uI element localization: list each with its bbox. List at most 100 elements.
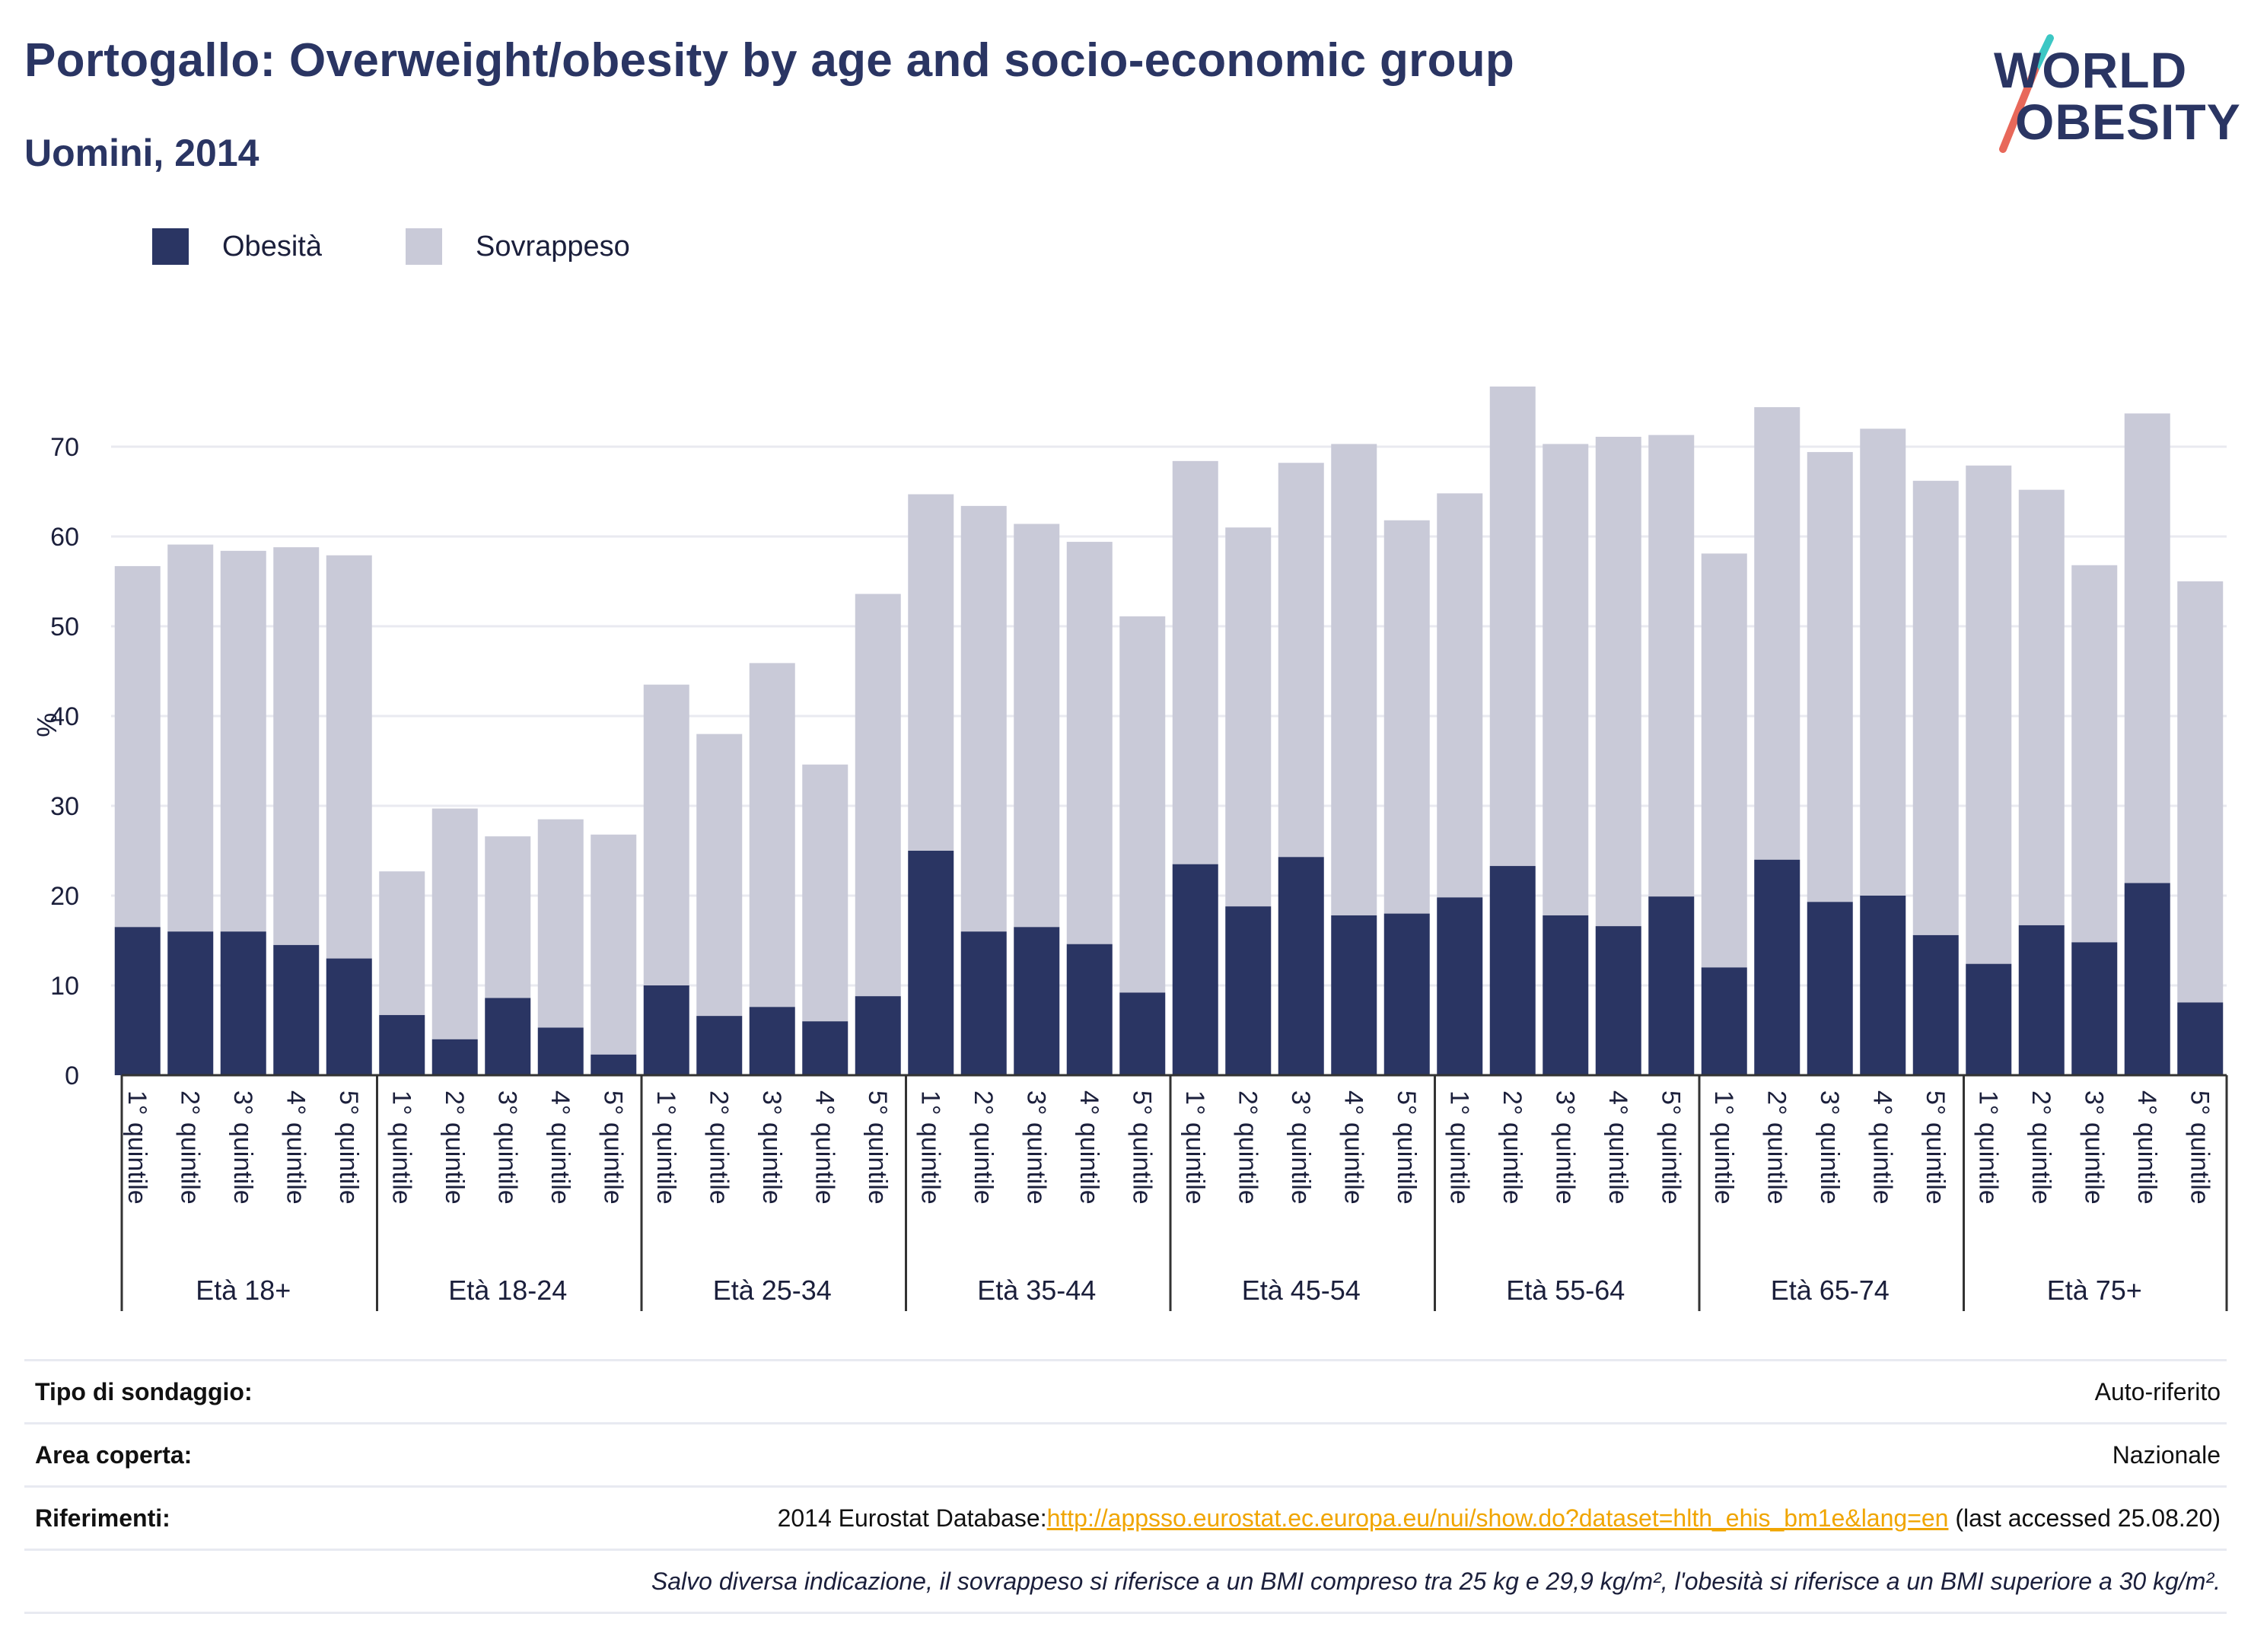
bar-overweight [1278,463,1324,858]
bar-overweight [273,547,320,945]
bar-obesity [326,958,372,1075]
chart-legend: Obesità Sovrappeso [152,227,714,266]
bar-obesity [1172,864,1218,1075]
x-category-label: 5° quintile [2185,1090,2214,1205]
bar-overweight [1648,434,1695,897]
bar-obesity [696,1016,743,1075]
x-category-label: 5° quintile [598,1090,627,1205]
legend-label-obesita: Obesità [222,230,322,263]
y-tick-label: 30 [50,792,79,821]
page-subtitle: Uomini, 2014 [24,132,259,174]
bar-obesity [1119,992,1166,1075]
bar-obesity [167,931,214,1075]
bar-overweight [908,494,954,851]
bar-obesity [1383,913,1430,1075]
info-row-note: Salvo diversa indicazione, il sovrappeso… [24,1549,2227,1614]
x-category-label: 5° quintile [334,1090,363,1205]
x-category-label: 1° quintile [123,1090,151,1205]
bar-overweight [379,871,425,1015]
references-link[interactable]: http://appsso.eurostat.ec.europa.eu/nui/… [1046,1504,1949,1532]
references-value: 2014 Eurostat Database:http://appsso.eur… [778,1504,2227,1533]
bar-overweight [1014,524,1060,928]
x-group-label: Età 25-34 [713,1275,832,1306]
bar-overweight [643,684,689,985]
x-category-label: 4° quintile [2132,1090,2161,1205]
x-category-label: 4° quintile [1075,1090,1103,1205]
bar-obesity [2071,942,2118,1075]
x-category-label: 4° quintile [281,1090,310,1205]
x-category-label: 2° quintile [704,1090,733,1205]
bar-overweight [696,734,743,1017]
x-category-label: 1° quintile [1973,1090,2002,1205]
x-category-label: 5° quintile [863,1090,892,1205]
area-covered-label: Area coperta: [35,1440,193,1469]
legend-label-sovrappeso: Sovrappeso [475,230,630,263]
x-category-label: 2° quintile [969,1090,998,1205]
bar-obesity [1648,896,1695,1075]
bar-overweight [1754,407,1800,860]
x-category-label: 4° quintile [546,1090,575,1205]
bar-overweight [1331,444,1377,915]
bar-obesity [908,851,954,1075]
bar-overweight [220,550,266,932]
bmi-definition-note: Salvo diversa indicazione, il sovrappeso… [651,1567,2221,1595]
bar-overweight [1066,542,1113,944]
bar-overweight [2071,565,2118,943]
y-tick-label: 40 [50,702,79,731]
bar-overweight [537,819,584,1028]
area-covered-value: Nazionale [2112,1440,2221,1469]
stacked-bar-chart: 0 10 20 30 40 50 60 70% 1° quintile 2° quintile 3°… [31,386,2228,1311]
x-category-label: 5° quintile [1921,1090,1950,1205]
bar-obesity [537,1027,584,1075]
bar-overweight [1912,480,1959,935]
logo-word-obesity: OBESITY [2015,94,2241,150]
logo-slash-icon [1999,34,2054,153]
x-group-label: Età 35-44 [977,1275,1096,1306]
bar-obesity [1014,927,1060,1075]
bar-overweight [1225,527,1272,907]
bar-overweight [2177,581,2224,1003]
x-group-label: Età 18-24 [448,1275,567,1306]
x-category-label: 1° quintile [387,1090,415,1205]
bar-overweight [1172,460,1218,864]
bar-obesity [1966,963,2012,1075]
y-tick-label: 0 [65,1062,79,1090]
x-group-label: Età 65-74 [1771,1275,1890,1306]
bar-obesity [1278,857,1324,1075]
bar-obesity [114,927,161,1075]
bar-overweight [591,834,637,1055]
x-category-label: 3° quintile [1021,1090,1050,1205]
bar-overweight [1383,520,1430,914]
bar-overweight [802,764,849,1022]
x-category-label: 5° quintile [1656,1090,1685,1205]
bar-obesity [802,1021,849,1075]
bar-obesity [1701,967,1747,1075]
x-category-label: 3° quintile [1815,1090,1844,1205]
x-group-label: Età 55-64 [1506,1275,1625,1306]
bar-obesity [1860,896,1906,1075]
bar-obesity [749,1007,795,1075]
bar-overweight [1489,386,1536,867]
x-category-label: 3° quintile [757,1090,786,1205]
bar-obesity [1331,915,1377,1075]
x-category-label: 2° quintile [1233,1090,1262,1205]
info-row-area: Area coperta: Nazionale [24,1422,2227,1485]
survey-type-label: Tipo di sondaggio: [35,1377,253,1405]
bar-overweight [749,663,795,1007]
references-suffix: (last accessed 25.08.20) [1948,1504,2221,1532]
x-category-label: 4° quintile [810,1090,839,1205]
legend-swatch-obesita [152,228,189,265]
x-group-label: Età 45-54 [1242,1275,1361,1306]
x-group-label: Età 18+ [196,1275,291,1306]
bar-obesity [591,1054,637,1075]
legend-item-obesita[interactable]: Obesità [152,228,322,265]
bar-overweight [326,555,372,959]
x-category-label: 3° quintile [1550,1090,1579,1205]
bar-obesity [2124,883,2170,1075]
x-category-label: 3° quintile [1286,1090,1315,1205]
info-row-references: Riferimenti: 2014 Eurostat Database:http… [24,1485,2227,1549]
bar-overweight [1543,444,1589,915]
legend-item-sovrappeso[interactable]: Sovrappeso [405,228,630,265]
bar-obesity [1066,944,1113,1075]
bar-overweight [1966,465,2012,964]
